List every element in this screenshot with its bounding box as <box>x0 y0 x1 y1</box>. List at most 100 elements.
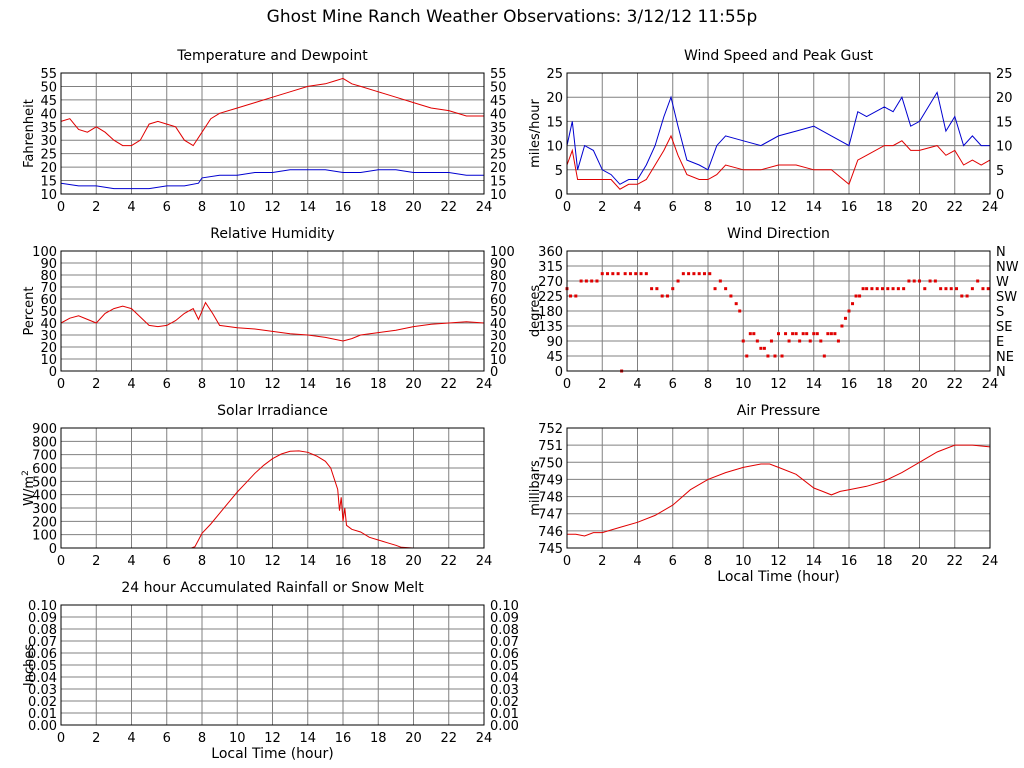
y-right-tick-label: 30 <box>490 329 507 344</box>
y-tick-label: 0 <box>49 365 57 380</box>
x-tick-label: 4 <box>127 731 135 746</box>
y-tick-label: 0.00 <box>28 719 57 734</box>
y-tick-label: 225 <box>538 290 563 305</box>
y-axis-label: Fahrenheit <box>22 99 37 168</box>
x-tick-label: 20 <box>911 377 928 392</box>
data-point <box>836 339 840 343</box>
x-tick-label: 16 <box>841 200 858 215</box>
x-tick-label: 12 <box>770 554 787 569</box>
data-point <box>773 354 777 358</box>
y-right-tick-label: 0.01 <box>490 707 519 722</box>
y-tick-label: 300 <box>32 502 57 517</box>
data-point <box>729 294 733 298</box>
x-tick-label: 0 <box>57 377 65 392</box>
y-right-tick-label: 25 <box>490 148 507 163</box>
y-tick-label: 800 <box>32 435 57 450</box>
y-tick-label: 400 <box>32 489 57 504</box>
data-point <box>634 272 638 276</box>
y-tick-label: 35 <box>40 121 57 136</box>
x-tick-label: 6 <box>669 377 677 392</box>
x-tick-label: 16 <box>335 731 352 746</box>
plot-frame <box>60 72 485 195</box>
data-point <box>933 279 937 283</box>
y-tick-label: 25 <box>40 148 57 163</box>
x-tick-label: 18 <box>876 377 893 392</box>
data-point <box>741 339 745 343</box>
data-point <box>960 294 964 298</box>
y-axis-label: degrees <box>528 285 543 338</box>
x-tick-label: 14 <box>299 377 316 392</box>
y-right-tick-label: 0.03 <box>490 683 519 698</box>
y-right-tick-label: 5 <box>996 164 1004 179</box>
series-line-0 <box>61 450 484 549</box>
x-tick-label: 16 <box>335 377 352 392</box>
data-point <box>697 272 701 276</box>
y-tick-label: 315 <box>538 260 563 275</box>
x-tick-label: 12 <box>264 731 281 746</box>
x-tick-label: 10 <box>735 554 752 569</box>
y-tick-label: 0 <box>555 365 563 380</box>
x-tick-label: 18 <box>370 731 387 746</box>
data-point <box>847 309 851 313</box>
y-tick-label: 0.08 <box>28 623 57 638</box>
x-tick-label: 10 <box>229 377 246 392</box>
y-tick-label: 100 <box>32 245 57 260</box>
x-tick-label: 8 <box>704 554 712 569</box>
y-right-tick-label: 0.09 <box>490 611 519 626</box>
x-tick-label: 14 <box>299 554 316 569</box>
y-right-tick-label: 10 <box>490 188 507 203</box>
y-right-tick-label: 100 <box>490 245 515 260</box>
x-tick-label: 18 <box>370 554 387 569</box>
data-point <box>918 279 921 283</box>
data-point <box>896 287 900 291</box>
data-point <box>880 287 884 291</box>
y-right-tick-label: SE <box>996 320 1012 335</box>
y-tick-label: 0.10 <box>28 599 57 614</box>
data-point <box>865 287 869 291</box>
x-tick-label: 0 <box>57 731 65 746</box>
y-right-tick-label: 90 <box>490 257 507 272</box>
data-point <box>840 324 844 328</box>
y-right-tick-label: 0.00 <box>490 719 519 734</box>
data-point <box>854 294 858 298</box>
x-tick-label: 14 <box>805 377 822 392</box>
x-axis-label: Local Time (hour) <box>717 569 839 585</box>
x-tick-label: 4 <box>633 554 641 569</box>
y-right-tick-label: S <box>996 305 1004 320</box>
x-tick-label: 10 <box>229 731 246 746</box>
data-point <box>923 287 927 291</box>
y-tick-label: 80 <box>40 269 57 284</box>
data-point <box>970 287 974 291</box>
y-tick-label: 600 <box>32 462 57 477</box>
x-tick-label: 12 <box>770 377 787 392</box>
x-tick-label: 24 <box>476 377 493 392</box>
data-point <box>798 339 802 343</box>
y-right-tick-label: E <box>996 335 1004 350</box>
y-tick-label: 0.04 <box>28 671 57 686</box>
chart-temp: Temperature and Dewpoint1015202530354045… <box>22 48 507 215</box>
data-point <box>870 287 874 291</box>
x-tick-label: 8 <box>198 731 206 746</box>
x-tick-label: 20 <box>911 554 928 569</box>
data-point <box>639 272 643 276</box>
data-point <box>628 272 632 276</box>
data-point <box>745 354 749 358</box>
y-right-tick-label: 0.02 <box>490 695 519 710</box>
chart-winddir: Wind Direction04590135180225270315360NNE… <box>528 226 1019 392</box>
y-right-tick-label: 0.05 <box>490 659 519 674</box>
y-right-tick-label: 40 <box>490 107 507 122</box>
y-right-tick-label: 0.08 <box>490 623 519 638</box>
x-tick-label: 24 <box>476 731 493 746</box>
y-axis-label: Inches <box>22 644 37 686</box>
data-point <box>780 354 784 358</box>
y-tick-label: 749 <box>538 473 563 488</box>
y-tick-label: 700 <box>32 449 57 464</box>
x-tick-label: 12 <box>264 377 281 392</box>
data-point <box>815 332 819 336</box>
data-point <box>724 287 728 291</box>
y-tick-label: 0.06 <box>28 647 57 662</box>
y-right-tick-label: 0.07 <box>490 635 519 650</box>
x-tick-label: 4 <box>127 554 135 569</box>
